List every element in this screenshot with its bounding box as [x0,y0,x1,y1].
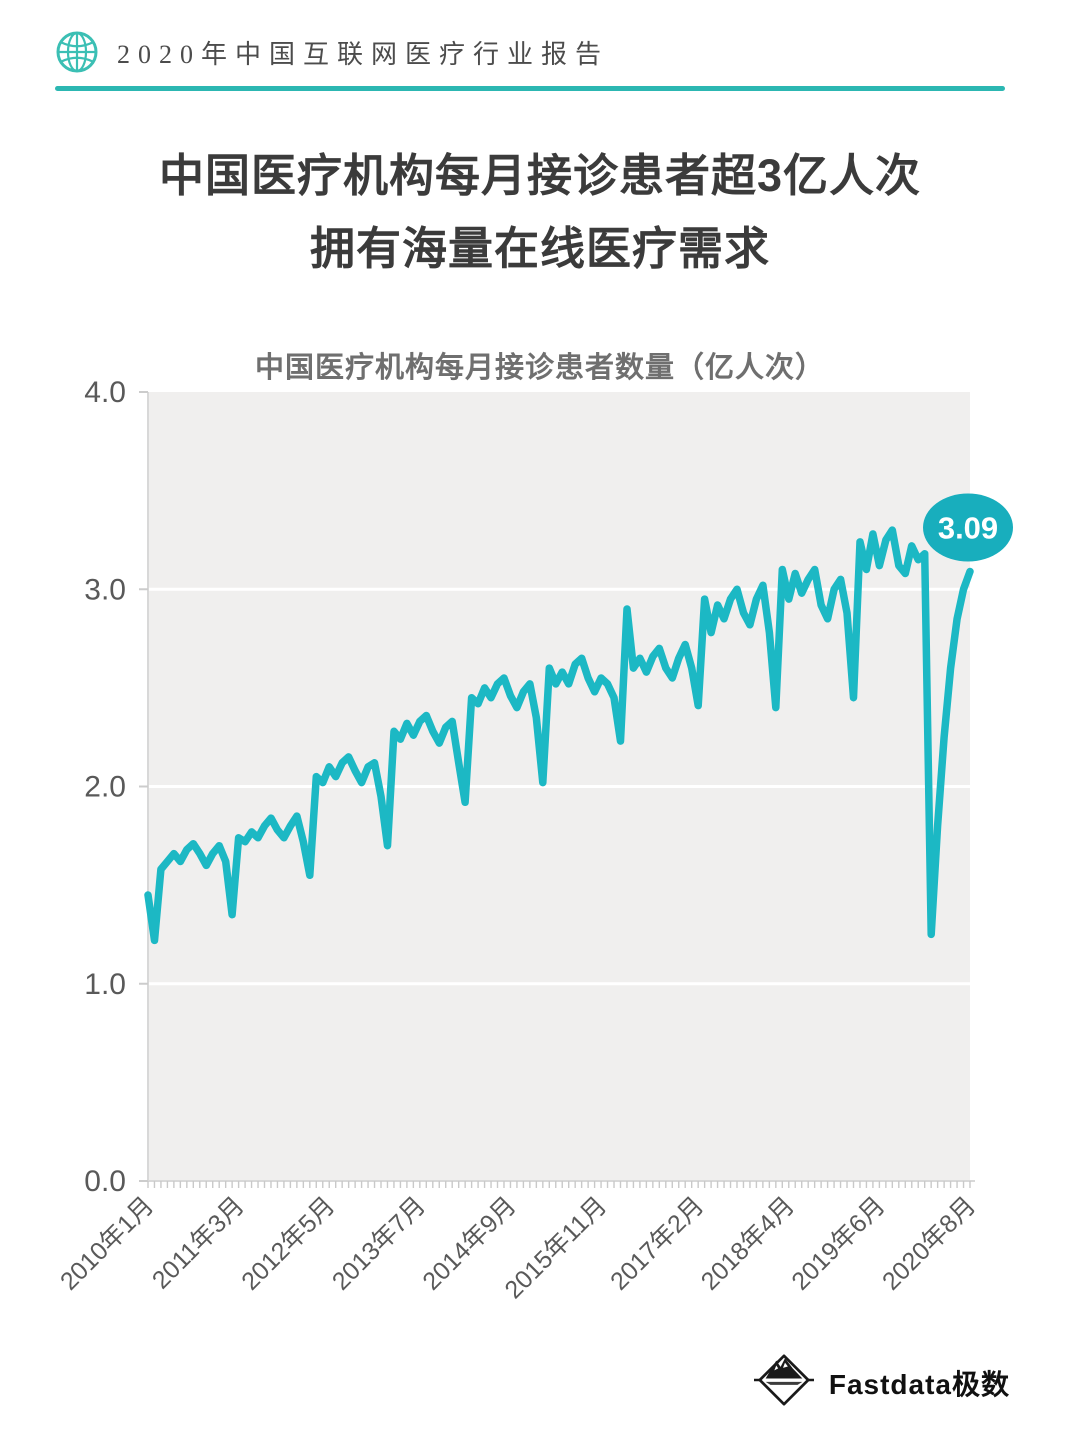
page-title-line2: 拥有海量在线医疗需求 [309,222,770,274]
report-header: 2020年中国互联网医疗行业报告 [55,30,609,74]
report-header-title: 2020年中国互联网医疗行业报告 [117,39,610,69]
y-axis-label: 0.0 [84,1165,126,1198]
page-title: 中国医疗机构每月接诊患者超3亿人次 拥有海量在线医疗需求 [0,140,1080,286]
x-axis-label: 2020年8月 [877,1191,981,1295]
line-chart: 0.0 1.0 2.0 3.0 4.0 2010年1月2011年3月2012年5月2013… [55,376,1013,1304]
page-title-line1: 中国医疗机构每月接诊患者超3亿人次 [158,150,922,201]
x-axis-label: 2019年6月 [786,1191,890,1295]
chart-title: 中国医疗机构每月接诊患者数量（亿人次） [254,352,825,384]
globe-icon [55,30,99,74]
y-axis-label: 4.0 [84,376,126,409]
y-axis-label: 3.0 [84,573,126,606]
x-axis-label: 2012年5月 [236,1191,340,1295]
x-axis-label: 2013年7月 [327,1191,431,1295]
series-line [144,526,974,945]
x-axis-label: 2010年1月 [55,1191,159,1295]
value-badge [923,493,1013,562]
x-axis-label: 2018年4月 [696,1191,800,1295]
y-axis-label: 1.0 [84,968,126,1001]
x-axis-label: 2011年3月 [147,1191,250,1294]
footer-brand: Fastdata极数 [753,1350,1010,1415]
value-badge-label: 3.09 [938,510,998,545]
fastdata-logo-icon [753,1350,815,1415]
header-divider [55,86,1005,91]
y-axis-label: 2.0 [84,771,126,804]
x-axis-label: 2017年2月 [605,1191,709,1295]
footer-brand-text: Fastdata极数 [828,1368,1010,1400]
